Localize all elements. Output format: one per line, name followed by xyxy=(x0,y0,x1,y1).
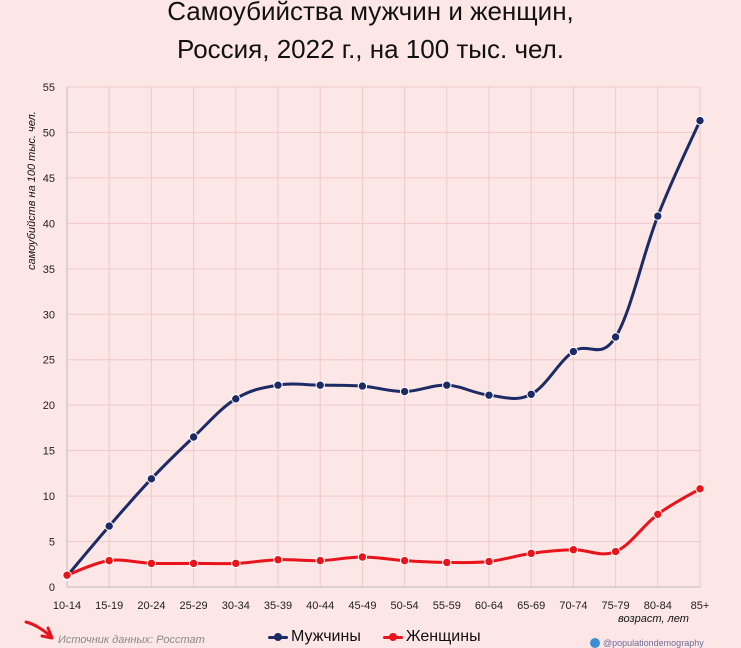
data-point-women xyxy=(610,546,621,557)
data-point-men xyxy=(610,332,621,342)
y-tick-label: 50 xyxy=(43,127,55,139)
data-point-men xyxy=(526,389,536,399)
chart-subtitle: Россия, 2022 г., на 100 тыс. чел. xyxy=(177,34,564,64)
y-tick-label: 30 xyxy=(43,309,55,321)
data-point-women xyxy=(188,558,199,569)
x-tick-label: 60-64 xyxy=(475,600,503,612)
x-tick-label: 75-79 xyxy=(602,600,630,612)
data-point-men xyxy=(484,390,494,400)
y-tick-label: 35 xyxy=(43,264,55,276)
data-point-men xyxy=(273,380,283,390)
x-tick-label: 15-19 xyxy=(95,600,123,612)
legend-item-men: Мужчины xyxy=(268,628,361,646)
data-point-women xyxy=(399,555,410,566)
data-point-women xyxy=(695,484,705,494)
y-tick-label: 25 xyxy=(43,355,55,367)
channel-credit: @populationdemography xyxy=(590,638,704,648)
x-tick-label: 65-69 xyxy=(517,600,545,612)
x-tick-label: 50-54 xyxy=(391,600,419,612)
data-point-women xyxy=(357,552,368,562)
y-tick-label: 40 xyxy=(43,218,55,230)
x-axis-label: возраст, лет xyxy=(618,613,689,625)
data-source: Источник данных: Росстат xyxy=(58,634,205,646)
data-point-men xyxy=(315,380,325,390)
y-tick-label: 5 xyxy=(49,537,55,549)
data-point-women xyxy=(104,555,114,566)
legend-marker-men xyxy=(268,632,288,642)
y-tick-label: 20 xyxy=(43,400,55,412)
data-point-men xyxy=(399,386,410,397)
data-point-women xyxy=(315,555,325,566)
data-point-men xyxy=(104,521,114,531)
data-point-women xyxy=(146,558,157,569)
data-point-women xyxy=(653,509,663,519)
series-line-women xyxy=(65,487,702,577)
x-tick-label: 40-44 xyxy=(306,600,334,612)
y-tick-label: 55 xyxy=(43,82,55,94)
chart-title: Самоубийства мужчин и женщин, xyxy=(167,0,574,26)
data-point-men xyxy=(188,432,199,442)
y-tick-label: 45 xyxy=(43,173,55,185)
data-point-women xyxy=(62,570,72,580)
legend-item-women: Женщины xyxy=(382,628,481,646)
data-point-men xyxy=(653,211,663,221)
x-tick-label: 35-39 xyxy=(264,600,292,612)
x-tick-label: 80-84 xyxy=(644,600,672,612)
telegram-icon xyxy=(590,638,600,648)
credit-text: @populationdemography xyxy=(603,638,704,648)
data-point-women xyxy=(484,556,494,567)
data-point-women xyxy=(568,545,579,555)
x-tick-label: 85+ xyxy=(691,600,710,612)
data-point-men xyxy=(442,380,452,390)
y-tick-label: 0 xyxy=(49,582,55,594)
data-point-women xyxy=(526,548,536,559)
data-point-women xyxy=(231,558,241,569)
data-point-men xyxy=(695,115,705,126)
data-point-men xyxy=(568,346,579,357)
legend: Мужчины Женщины xyxy=(268,628,481,646)
data-point-men xyxy=(357,381,368,391)
y-tick-label: 15 xyxy=(43,446,55,458)
legend-label-men: Мужчины xyxy=(291,628,361,645)
y-tick-label: 10 xyxy=(43,491,55,503)
x-tick-label: 45-49 xyxy=(348,600,376,612)
data-point-women xyxy=(442,557,452,568)
data-point-women xyxy=(273,555,283,565)
x-tick-label: 25-29 xyxy=(180,600,208,612)
x-tick-label: 30-34 xyxy=(222,600,250,612)
legend-label-women: Женщины xyxy=(405,628,481,645)
x-tick-label: 70-74 xyxy=(559,600,587,612)
x-tick-label: 20-24 xyxy=(137,600,165,612)
plot-area xyxy=(67,87,700,587)
x-tick-label: 10-14 xyxy=(53,600,81,612)
data-point-men xyxy=(146,474,157,484)
x-tick-label: 55-59 xyxy=(433,600,461,612)
red-arrow-icon xyxy=(24,620,54,640)
legend-marker-women xyxy=(382,632,403,642)
data-point-men xyxy=(231,394,241,404)
